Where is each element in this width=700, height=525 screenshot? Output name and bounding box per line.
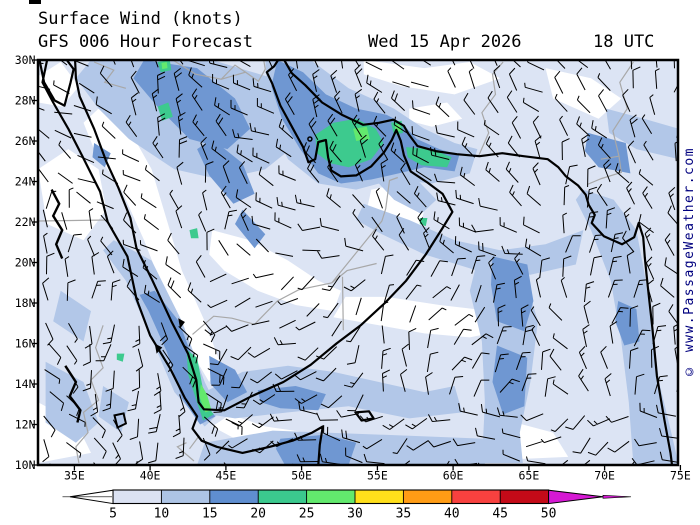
lon-axis-label: 65E <box>519 469 540 483</box>
wind-shade-region <box>53 290 91 342</box>
colorbar-segment <box>113 490 162 504</box>
lon-axis-label: 45E <box>216 469 237 483</box>
wind-shade-region <box>584 132 631 174</box>
wind-barbs <box>39 61 677 464</box>
wind-shade-region <box>406 147 452 168</box>
wind-shade-region <box>409 102 463 127</box>
coastline-path <box>39 61 673 464</box>
watermark-copyright: © www.PassageWeather.com <box>682 147 697 379</box>
colorbar-tick-label: 25 <box>299 507 315 522</box>
lat-axis-label: 26N <box>15 134 36 148</box>
page-title: Surface Wind (knots) <box>38 9 243 29</box>
wind-shade-region <box>204 365 463 419</box>
colorbar-segment <box>500 490 549 504</box>
wind-shade-region <box>98 386 129 433</box>
lake-outline <box>113 412 128 429</box>
wind-shade-region <box>83 108 220 382</box>
country-borders <box>39 61 634 464</box>
colorbar-tick-label: 50 <box>541 507 557 522</box>
wind-shade-region <box>197 139 255 204</box>
forecast-time: 18 UTC <box>593 32 655 52</box>
colorbar-tick-label: 45 <box>492 507 508 522</box>
lon-axis-label: 50E <box>291 469 312 483</box>
colorbar-segment <box>306 490 355 504</box>
colorbar-segment <box>258 490 307 504</box>
colorbar-segment <box>355 490 404 504</box>
colorbar-tick-label: 5 <box>109 507 117 522</box>
lat-axis-label: 20N <box>15 256 36 270</box>
forecast-date: Wed 15 Apr 2026 <box>368 32 522 52</box>
wind-shade-region <box>356 203 584 275</box>
wind-shade-region <box>209 355 248 403</box>
lat-axis-label: 18N <box>15 296 36 310</box>
wind-shade-region <box>189 228 199 239</box>
lat-axis-label: 22N <box>15 215 36 229</box>
wind-shade-region <box>491 256 534 332</box>
wind-shade-region <box>606 108 677 159</box>
colorbar-segment <box>403 490 452 504</box>
wind-shade-region <box>235 209 266 249</box>
lon-axis-label: 55E <box>367 469 388 483</box>
lat-axis-label: 12N <box>15 418 36 432</box>
screen-artifact <box>29 0 41 4</box>
model-forecast-label: GFS 006 Hour Forecast <box>38 32 253 52</box>
lat-axis-label: 24N <box>15 175 36 189</box>
lat-axis-label: 30N <box>15 53 36 67</box>
lat-axis-label: 14N <box>15 377 36 391</box>
wind-shade-region <box>157 102 173 121</box>
wind-shade-region <box>161 62 168 70</box>
lon-axis-label: 75E <box>670 469 691 483</box>
wind-shade-region <box>275 434 357 464</box>
colorbar-tick-label: 15 <box>202 507 218 522</box>
islands <box>154 318 185 354</box>
colorbar-segment <box>451 490 501 504</box>
colorbar-tick-label: 20 <box>250 507 266 522</box>
colorbar-over-arrow <box>548 489 604 505</box>
island-bahrain <box>307 136 313 142</box>
wind-shade-region <box>333 296 501 338</box>
colorbar-tick-label: 10 <box>154 507 170 522</box>
lat-axis-label: 10N <box>15 458 36 472</box>
wind-shade-region <box>116 353 125 362</box>
wind-shade-region <box>209 230 341 312</box>
colorbar-segment <box>209 490 259 504</box>
wind-speed-colorbar: 5 10 15 20 25 30 35 40 45 50 <box>62 489 632 522</box>
wind-shade-region <box>133 61 251 150</box>
lon-axis-label: 60E <box>443 469 464 483</box>
axis-ticks <box>32 59 682 471</box>
map-content <box>39 61 677 464</box>
lat-axis-label: 16N <box>15 337 36 351</box>
colorbar-segment <box>161 490 210 504</box>
wind-shade-region <box>199 384 212 413</box>
wind-shade-region <box>363 61 501 95</box>
lat-axis-label: 28N <box>15 94 36 108</box>
lon-axis-label: 70E <box>594 469 615 483</box>
wind-shade-region <box>545 68 622 119</box>
lon-axis-label: 35E <box>64 469 85 483</box>
colorbar-tick-label: 30 <box>347 507 363 522</box>
colorbar-tick-label: 35 <box>396 507 412 522</box>
wind-shade-region <box>507 422 569 459</box>
wind-shade-region <box>257 386 326 411</box>
lon-axis-label: 40E <box>140 469 161 483</box>
colorbar-tick-label: 40 <box>444 507 460 522</box>
